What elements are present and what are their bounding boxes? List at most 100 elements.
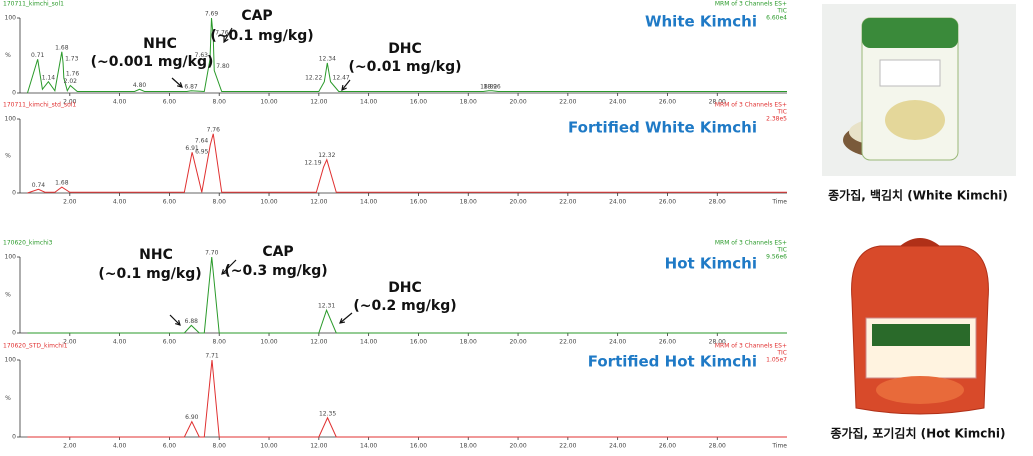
product-photo [822, 236, 1016, 418]
x-tick-label: 24.00 [609, 339, 626, 346]
peak-label: 1.73 [65, 56, 79, 63]
annotation: NHC [143, 36, 177, 52]
x-tick-label: 8.00 [213, 99, 227, 106]
file-name: 170620_STD_kimchi1 [3, 343, 68, 350]
x-tick-label: 8.00 [213, 199, 227, 206]
peak-label: 6.91 [185, 145, 199, 152]
x-tick-label: 16.00 [410, 339, 427, 346]
annotation: NHC [139, 247, 173, 263]
annotation: (~0.1 mg/kg) [210, 28, 313, 44]
peak-label: 7.76 [215, 29, 229, 36]
peak-label: 7.69 [205, 11, 219, 18]
annotation: (~0.1 mg/kg) [98, 266, 201, 282]
annotation: (~0.001 mg/kg) [91, 54, 214, 70]
x-tick-label: 12.00 [310, 339, 327, 346]
x-tick-label: 28.00 [709, 199, 726, 206]
x-tick-label: 6.00 [163, 199, 177, 206]
x-tick-label: 20.00 [509, 99, 526, 106]
caption: 종가집, 포기김치 (Hot Kimchi) [830, 426, 1005, 441]
x-tick-label: 12.00 [310, 443, 327, 450]
header-info: MRM of 3 Channels ES+ [715, 1, 787, 8]
peak-label: 12.35 [319, 410, 336, 417]
x-tick-label: 18.00 [460, 339, 477, 346]
peak-label: 7.76 [207, 126, 221, 133]
x-tick-label: 12.00 [310, 99, 327, 106]
arrow-head [175, 320, 181, 326]
x-tick-label: 16.00 [410, 443, 427, 450]
x-tick-label: 28.00 [709, 99, 726, 106]
x-tick-label: 26.00 [659, 443, 676, 450]
x-tick-label: 20.00 [509, 199, 526, 206]
arrow [221, 259, 237, 275]
x-tick-label: 20.00 [509, 443, 526, 450]
x-tick-label: 2.00 [63, 339, 77, 346]
x-tick-label: 24.00 [609, 443, 626, 450]
peak-label: 7.80 [216, 63, 230, 70]
peak-label: 0.74 [32, 182, 46, 189]
trace [26, 17, 787, 94]
x-tick-label: 2.00 [63, 99, 77, 106]
x-tick-label: 6.00 [163, 339, 177, 346]
x-tick-label: 2.00 [63, 443, 77, 450]
peak-label: 12.34 [319, 56, 336, 63]
file-name: 170711_kimchi_sol1 [3, 1, 64, 8]
x-tick-label: 22.00 [559, 199, 576, 206]
y-tick-label: 0 [12, 190, 16, 197]
y-tick-label: 100 [5, 254, 17, 261]
arrow-head [341, 84, 347, 91]
arrow [339, 312, 353, 324]
sample-title: Fortified Hot Kimchi [588, 353, 757, 371]
arrow-head [223, 36, 229, 44]
header-info: TIC [776, 350, 787, 357]
y-axis-label: % [5, 395, 11, 402]
peak-label: 18.96 [484, 83, 501, 90]
x-tick-label: 10.00 [260, 339, 277, 346]
file-name: 170711_kimchi_std_sol1 [3, 102, 76, 109]
annotation: DHC [388, 41, 422, 57]
x-tick-label: 24.00 [609, 199, 626, 206]
annotation: (~0.2 mg/kg) [353, 298, 456, 314]
peak-label: 7.64 [195, 137, 209, 144]
product-photo [822, 4, 1016, 176]
header-info: TIC [776, 247, 787, 254]
peak-label: 12.32 [318, 152, 335, 159]
peak-label: 4.80 [133, 82, 147, 89]
arrow-head [339, 318, 346, 324]
x-tick-label: 20.00 [509, 339, 526, 346]
y-axis-label: % [5, 292, 11, 299]
annotation: CAP [241, 8, 272, 24]
sample-title: White Kimchi [645, 13, 757, 31]
trace [27, 133, 787, 194]
y-tick-label: 100 [5, 15, 17, 22]
x-tick-label: 18.00 [460, 443, 477, 450]
x-tick-label: 4.00 [113, 443, 127, 450]
x-axis-label: Time [771, 199, 787, 206]
x-tick-label: 8.00 [213, 339, 227, 346]
x-tick-label: 26.00 [659, 99, 676, 106]
peak-label: 0.71 [31, 52, 45, 59]
peak-label: 1.14 [42, 74, 56, 81]
x-tick-label: 4.00 [113, 199, 127, 206]
x-tick-label: 14.00 [360, 199, 377, 206]
annotation: CAP [262, 244, 293, 260]
peak-label: 7.63 [195, 52, 209, 59]
x-tick-label: 14.00 [360, 443, 377, 450]
peak-label: 18.82 [480, 83, 497, 90]
peak-label: 12.19 [304, 160, 321, 167]
sample-title: Fortified White Kimchi [568, 119, 757, 137]
peak-label: 1.68 [55, 180, 69, 187]
peak-label: 12.47 [333, 74, 350, 81]
peak-label: 2.02 [64, 78, 78, 85]
caption: 종가집, 백김치 (White Kimchi) [828, 188, 1008, 203]
header-info: 6.60e4 [766, 15, 787, 22]
header-info: MRM of 3 Channels ES+ [715, 343, 787, 350]
x-tick-label: 4.00 [113, 339, 127, 346]
y-tick-label: 100 [5, 116, 17, 123]
peak-label: 1.76 [66, 71, 80, 78]
x-tick-label: 10.00 [260, 99, 277, 106]
x-tick-label: 6.00 [163, 443, 177, 450]
peak-label: 7.71 [205, 353, 219, 360]
peak-label: 12.22 [305, 74, 322, 81]
x-tick-label: 24.00 [609, 99, 626, 106]
